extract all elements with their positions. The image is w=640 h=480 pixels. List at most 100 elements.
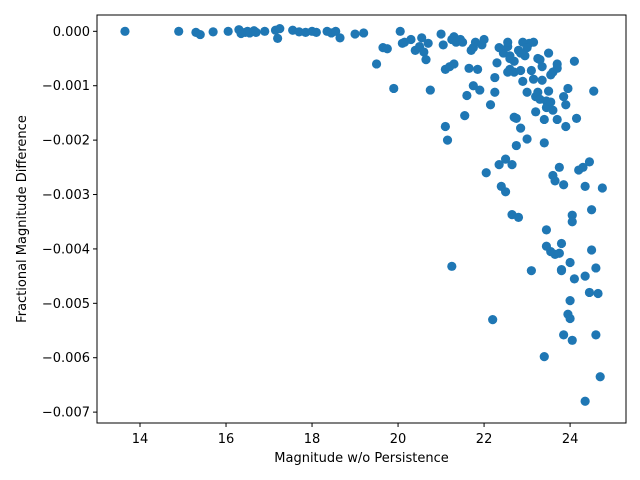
y-tick-label-1: −0.001 — [42, 79, 90, 94]
data-point-85 — [511, 140, 521, 151]
data-point-13 — [260, 26, 270, 36]
data-point-134 — [580, 271, 590, 281]
data-point-98 — [528, 74, 539, 84]
data-point-144 — [595, 372, 605, 382]
data-point-71 — [492, 58, 502, 68]
data-point-86 — [511, 113, 521, 123]
data-point-139 — [586, 245, 597, 255]
data-point-42 — [425, 85, 435, 95]
data-point-107 — [539, 352, 549, 362]
data-point-96 — [526, 65, 536, 76]
data-point-78 — [503, 37, 513, 47]
data-point-4 — [208, 27, 218, 37]
data-point-160 — [541, 241, 552, 251]
y-tick-label-0: 0.000 — [53, 25, 90, 40]
data-point-88 — [513, 212, 524, 222]
data-point-143 — [593, 288, 603, 299]
data-point-89 — [516, 123, 526, 133]
data-point-109 — [541, 225, 552, 235]
data-point-93 — [522, 134, 532, 144]
x-tick-label-5: 24 — [562, 432, 579, 447]
data-point-126 — [565, 257, 575, 268]
data-point-55 — [460, 111, 470, 121]
data-point-56 — [462, 90, 472, 101]
data-point-94 — [522, 87, 532, 97]
data-point-66 — [481, 168, 491, 178]
x-tick-label-4: 22 — [476, 432, 493, 447]
data-point-138 — [586, 205, 597, 215]
data-point-122 — [561, 121, 571, 132]
data-point-157 — [569, 274, 579, 284]
data-point-159 — [554, 248, 564, 258]
y-tick-label-5: −0.005 — [42, 297, 90, 312]
data-point-68 — [488, 315, 498, 325]
data-point-39 — [419, 47, 429, 57]
data-point-123 — [561, 100, 571, 110]
data-point-156 — [567, 217, 577, 227]
points-layer — [120, 24, 607, 406]
data-point-149 — [522, 43, 532, 53]
data-point-75 — [500, 154, 511, 164]
data-point-101 — [533, 87, 543, 97]
data-point-132 — [578, 162, 588, 172]
data-point-105 — [539, 138, 549, 148]
data-point-12 — [251, 27, 261, 38]
data-point-43 — [436, 29, 446, 39]
x-axis-label: Magnitude w/o Persistence — [274, 451, 448, 466]
data-point-27 — [359, 28, 369, 38]
y-tick-label-7: −0.007 — [42, 406, 90, 421]
data-point-117 — [554, 162, 564, 172]
x-tick-label-2: 18 — [304, 432, 321, 447]
y-tick-label-4: −0.004 — [42, 242, 90, 257]
data-point-115 — [550, 176, 560, 186]
data-point-54 — [457, 37, 468, 47]
y-tick-label-2: −0.002 — [42, 134, 90, 149]
data-point-30 — [382, 44, 392, 54]
data-point-67 — [485, 100, 496, 110]
data-point-133 — [580, 181, 590, 191]
y-axis-label: Fractional Magnitude Difference — [15, 115, 30, 323]
data-point-155 — [565, 313, 575, 324]
data-point-35 — [406, 34, 416, 45]
data-point-51 — [449, 59, 459, 69]
data-point-170 — [447, 261, 457, 271]
data-point-41 — [423, 38, 433, 48]
data-point-163 — [494, 43, 504, 53]
data-point-31 — [389, 83, 399, 94]
x-tick-label-3: 20 — [390, 432, 407, 447]
data-point-125 — [565, 296, 575, 306]
data-point-99 — [531, 107, 541, 117]
data-point-146 — [503, 67, 513, 77]
data-point-142 — [591, 330, 601, 340]
data-point-150 — [528, 37, 539, 47]
data-point-141 — [591, 263, 601, 273]
data-point-0 — [120, 26, 130, 36]
data-point-120 — [559, 180, 569, 190]
data-point-25 — [335, 33, 345, 43]
data-point-60 — [468, 81, 478, 91]
data-point-145 — [597, 183, 607, 193]
data-point-28 — [371, 59, 382, 69]
data-point-128 — [567, 335, 577, 345]
data-point-1 — [174, 26, 184, 36]
y-axis: 0.000 −0.001 −0.002 −0.003 −0.004 −0.005 −0.00… — [42, 25, 97, 421]
data-point-90 — [516, 65, 526, 76]
y-tick-label-3: −0.003 — [42, 188, 90, 203]
data-point-5 — [223, 26, 233, 36]
data-point-121 — [559, 330, 569, 340]
data-point-164 — [516, 48, 526, 58]
y-tick-label-6: −0.006 — [42, 351, 90, 366]
data-point-76 — [500, 187, 511, 197]
data-point-130 — [571, 113, 582, 123]
data-point-104 — [537, 62, 547, 72]
x-tick-label-0: 14 — [132, 432, 149, 447]
data-point-70 — [490, 87, 500, 97]
data-point-26 — [350, 29, 360, 39]
data-point-166 — [537, 75, 547, 85]
data-point-110 — [543, 48, 554, 58]
data-point-127 — [567, 210, 577, 220]
data-point-72 — [494, 160, 504, 170]
data-point-168 — [546, 97, 556, 107]
data-point-136 — [584, 157, 595, 167]
data-point-65 — [479, 34, 489, 45]
